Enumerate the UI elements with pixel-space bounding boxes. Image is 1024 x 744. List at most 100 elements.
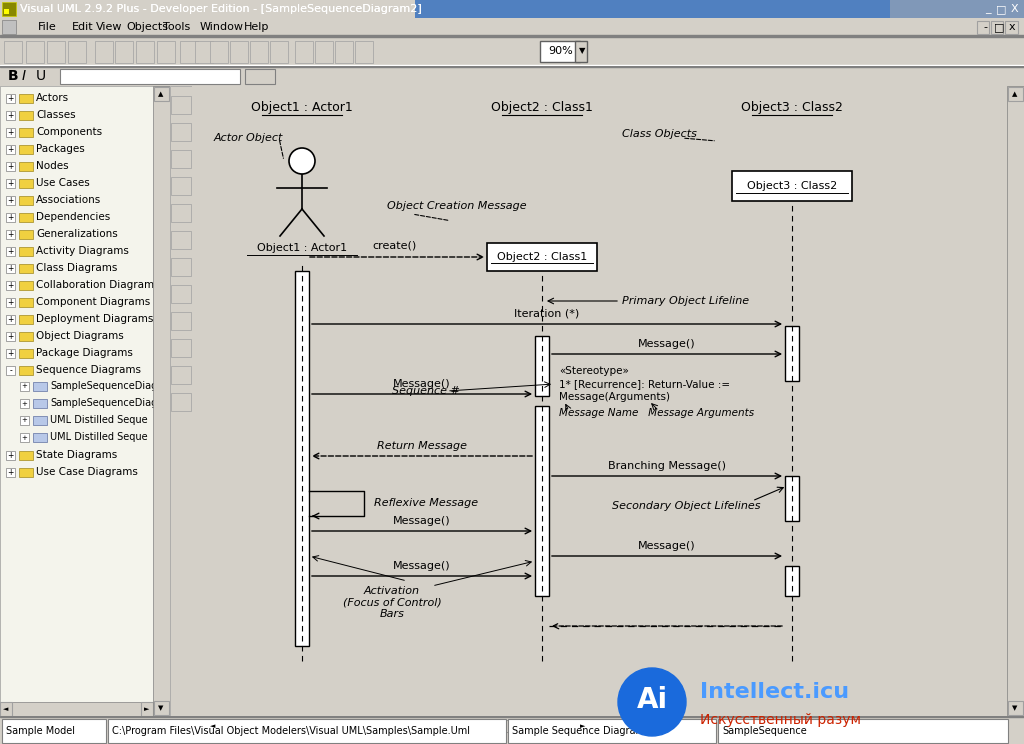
Text: Message(): Message() xyxy=(393,561,451,571)
Text: ▼: ▼ xyxy=(1013,705,1018,711)
Bar xyxy=(19,196,33,205)
Bar xyxy=(6,298,15,307)
Bar xyxy=(33,399,47,408)
Text: Tools: Tools xyxy=(163,22,190,32)
Text: Object Creation Message: Object Creation Message xyxy=(387,201,526,211)
Text: Branching Message(): Branching Message() xyxy=(608,461,726,471)
Bar xyxy=(19,230,33,239)
Bar xyxy=(2,20,16,34)
Text: Искусственный разум: Искусственный разум xyxy=(700,713,861,728)
Text: _: _ xyxy=(985,4,991,14)
Text: State Diagrams: State Diagrams xyxy=(36,450,118,460)
Text: File: File xyxy=(38,22,56,32)
Text: ►: ► xyxy=(144,706,150,712)
Bar xyxy=(6,111,15,120)
Text: C:\Program Files\Visual Object Modelers\Visual UML\Samples\Sample.Uml: C:\Program Files\Visual Object Modelers\… xyxy=(112,726,470,736)
Text: Actors: Actors xyxy=(36,93,70,103)
Text: Sequence Diagrams: Sequence Diagrams xyxy=(36,365,141,375)
Bar xyxy=(19,366,33,375)
Bar xyxy=(785,326,799,381)
Bar xyxy=(115,41,133,63)
Bar xyxy=(6,162,15,171)
Text: «Stereotype»: «Stereotype» xyxy=(559,366,629,376)
Text: Return Message: Return Message xyxy=(377,441,467,451)
Bar xyxy=(335,41,353,63)
Bar xyxy=(210,41,228,63)
Bar xyxy=(108,719,506,743)
Bar xyxy=(977,21,989,34)
Text: Generalizations: Generalizations xyxy=(36,229,118,239)
Text: +: + xyxy=(7,247,13,256)
Bar xyxy=(171,366,191,384)
Bar xyxy=(295,271,309,646)
Bar xyxy=(991,21,1002,34)
Bar xyxy=(20,399,29,408)
Bar xyxy=(6,366,15,375)
Bar xyxy=(171,231,191,249)
Text: Object1 : Actor1: Object1 : Actor1 xyxy=(257,243,347,253)
Bar xyxy=(154,701,169,715)
Text: Window: Window xyxy=(200,22,244,32)
Bar xyxy=(6,468,15,477)
Text: Object Diagrams: Object Diagrams xyxy=(36,331,124,341)
Text: UML Distilled Seque: UML Distilled Seque xyxy=(50,432,147,442)
Text: Visual UML 2.9.2 Plus - Developer Edition - [SampleSequenceDiagram2]: Visual UML 2.9.2 Plus - Developer Editio… xyxy=(20,4,422,14)
Bar xyxy=(19,179,33,188)
Text: Message Name   Message Arguments: Message Name Message Arguments xyxy=(559,408,754,418)
Bar xyxy=(19,349,33,358)
Text: +: + xyxy=(7,315,13,324)
Text: X: X xyxy=(1011,4,1018,14)
Text: ▲: ▲ xyxy=(159,91,164,97)
Text: -: - xyxy=(983,22,987,32)
Bar xyxy=(0,36,1024,37)
Bar xyxy=(0,35,1024,36)
Bar xyxy=(0,702,12,716)
Bar xyxy=(136,41,154,63)
Bar xyxy=(540,41,580,62)
Text: Message(): Message() xyxy=(393,379,451,389)
Bar xyxy=(230,41,248,63)
Bar xyxy=(19,451,33,460)
Text: Message(Arguments): Message(Arguments) xyxy=(559,392,670,402)
Bar xyxy=(171,285,191,303)
Text: Actor Object: Actor Object xyxy=(214,133,284,143)
Text: 90%: 90% xyxy=(548,46,572,56)
Bar xyxy=(19,315,33,324)
Bar xyxy=(180,41,198,63)
Text: +: + xyxy=(7,281,13,290)
Bar xyxy=(508,719,716,743)
Text: ►: ► xyxy=(580,723,586,729)
Text: +: + xyxy=(7,111,13,120)
Text: -: - xyxy=(9,366,12,375)
Bar xyxy=(171,177,191,195)
Bar xyxy=(6,315,15,324)
Text: ▼: ▼ xyxy=(579,46,586,56)
Text: +: + xyxy=(7,145,13,154)
Bar xyxy=(6,179,15,188)
Bar xyxy=(19,111,33,120)
Text: Sample Sequence Diagram 2: Sample Sequence Diagram 2 xyxy=(512,726,654,736)
Text: Dependencies: Dependencies xyxy=(36,212,111,222)
Bar xyxy=(68,41,86,63)
Text: SampleSequence: SampleSequence xyxy=(722,726,807,736)
Bar xyxy=(487,243,597,271)
Text: Object3 : Class2: Object3 : Class2 xyxy=(741,101,843,115)
Bar xyxy=(154,87,169,101)
Text: B: B xyxy=(8,69,18,83)
Bar xyxy=(6,451,15,460)
Bar xyxy=(19,213,33,222)
Bar xyxy=(355,41,373,63)
Text: Object2 : Class1: Object2 : Class1 xyxy=(492,101,593,115)
Text: +: + xyxy=(7,264,13,273)
Text: Deployment Diagrams: Deployment Diagrams xyxy=(36,314,154,324)
Bar xyxy=(171,150,191,168)
Bar xyxy=(19,281,33,290)
Bar xyxy=(171,96,191,114)
Bar xyxy=(20,382,29,391)
Text: Collaboration Diagrams: Collaboration Diagrams xyxy=(36,280,160,290)
Text: Associations: Associations xyxy=(36,195,101,205)
Bar xyxy=(6,196,15,205)
Text: create(): create() xyxy=(373,241,417,251)
Text: +: + xyxy=(7,451,13,460)
Bar xyxy=(19,298,33,307)
